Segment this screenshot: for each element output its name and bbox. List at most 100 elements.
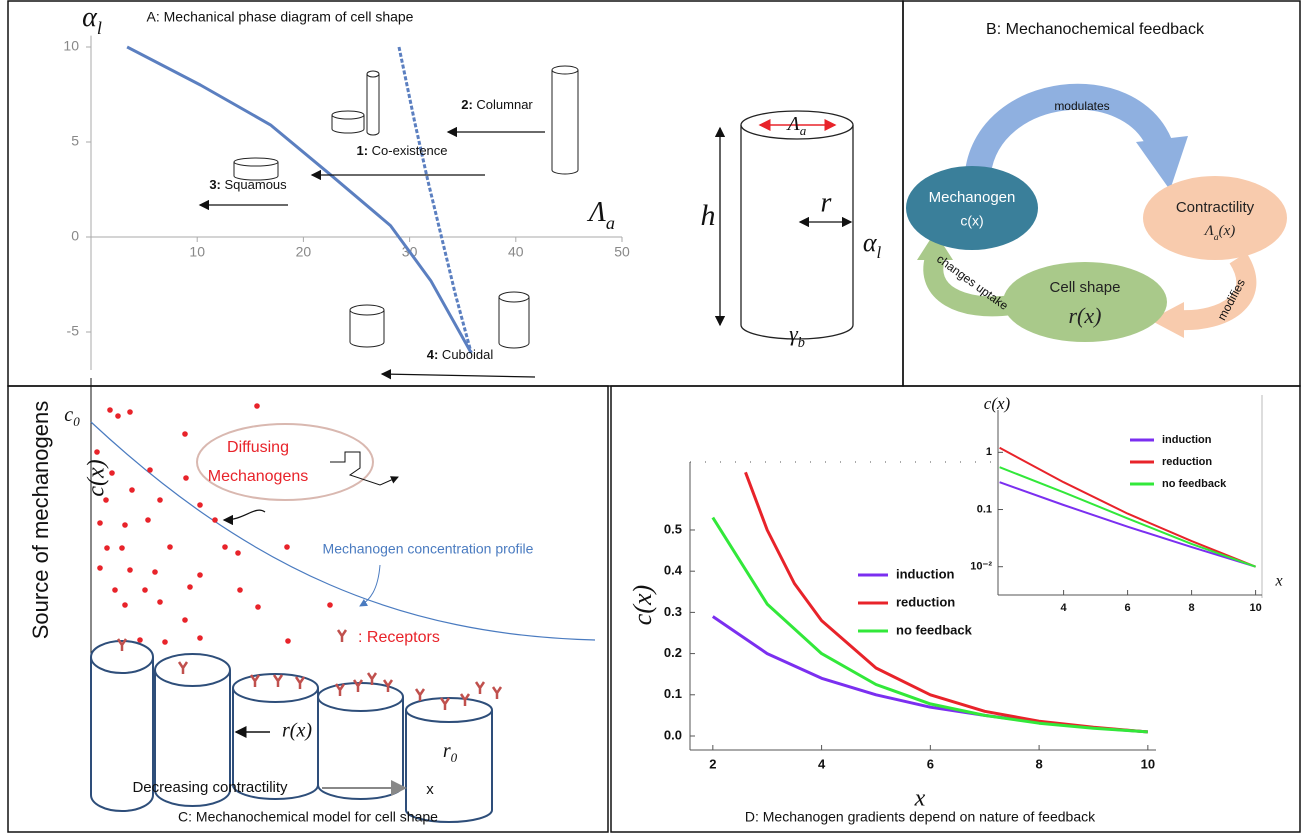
cell-icon (366, 74, 380, 136)
mechanogen-dot (145, 517, 151, 523)
x-tick-label: 8 (1189, 602, 1195, 614)
cell-schematic (740, 125, 854, 340)
receptor (439, 697, 451, 710)
text-part: γ (789, 321, 799, 346)
cell-icon (551, 70, 579, 175)
x-axis-label: x (914, 786, 926, 812)
phase-label: 2: Columnar (461, 97, 533, 112)
cell-icon-top (349, 304, 385, 316)
y-tick-label: 0.2 (664, 645, 682, 660)
text-part: l (97, 18, 102, 38)
text-part: Co-existence (368, 143, 447, 158)
mechanogen-dot (129, 487, 135, 493)
series-line (999, 466, 1256, 568)
cell-icon-top (366, 70, 380, 78)
feedback-arrow (923, 255, 1014, 317)
mechanogen-dot (107, 407, 113, 413)
text-part: b (798, 335, 805, 351)
y-axis-label: c(x) (984, 394, 1011, 413)
text-part: Columnar (473, 97, 534, 112)
cell-icon-top (498, 291, 530, 303)
transition-arrow (380, 368, 536, 380)
text-part: a (800, 123, 807, 138)
phase-label: 1: Co-existence (356, 143, 447, 158)
text-part: 4: (427, 347, 439, 362)
receptor (459, 693, 471, 706)
mechanogen-dot (197, 502, 203, 508)
feedback-node (1143, 176, 1287, 260)
x-tick-label: 10 (1141, 756, 1155, 771)
text-part: r (443, 740, 451, 762)
text-part: Squamous (221, 177, 287, 192)
mechanogen-dot (187, 584, 193, 590)
x-tick-label: 2 (709, 756, 716, 771)
mechanogen-dot (327, 602, 333, 608)
mechanogen-dot (119, 545, 125, 551)
legend-label: induction (896, 566, 955, 581)
x-tick-label: 20 (296, 244, 312, 260)
radius-label: r(x) (282, 720, 312, 742)
mechanogen-dot (142, 587, 148, 593)
mechanogen-dot (112, 587, 118, 593)
mechanogen-dot (235, 550, 241, 556)
schematic-label: Λa (786, 113, 807, 139)
feedback-node (906, 166, 1038, 250)
mechanogen-dot (237, 587, 243, 593)
text-part: c (64, 404, 73, 426)
mechanogen-dot (197, 635, 203, 641)
series-line (999, 446, 1256, 568)
legend-label: reduction (1162, 456, 1212, 468)
text-part: Cuboidal (438, 347, 493, 362)
pointer-arrow (359, 564, 381, 607)
receptor (294, 676, 306, 689)
series-line (126, 45, 473, 354)
receptor (334, 683, 346, 696)
panel-title: B: Mechanochemical feedback (986, 21, 1205, 38)
receptor (177, 661, 189, 674)
receptor (272, 674, 284, 687)
x-tick-label: 10 (1249, 602, 1261, 614)
receptor (336, 629, 348, 642)
cell (154, 670, 231, 807)
legend-label: induction (1162, 434, 1212, 446)
feedback-arrow (965, 83, 1173, 175)
feedback-arrowhead (917, 232, 953, 260)
inset-background (998, 410, 1262, 595)
mechanogen-dot (115, 413, 121, 419)
mechanogen-dot (285, 638, 291, 644)
x-tick-label: 4 (1061, 602, 1068, 614)
mechanogen-dot (122, 602, 128, 608)
concentration-profile (90, 421, 596, 641)
receptor (474, 681, 486, 694)
y-tick-label: 0.4 (664, 563, 683, 578)
pointer-arrow (222, 509, 266, 526)
receptor (249, 674, 261, 687)
y-tick-label: -5 (67, 323, 80, 339)
panel-c-border (7, 385, 609, 833)
legend-label: no feedback (896, 622, 973, 637)
cell-icon-top (233, 157, 279, 167)
receptor (491, 686, 503, 699)
text-part: a (606, 213, 615, 233)
text-part: 3: (209, 177, 221, 192)
mechanogen-dot (254, 403, 260, 409)
cell (317, 697, 404, 800)
y-tick-label: 1 (986, 446, 992, 458)
feedback-arrowhead (1136, 136, 1188, 190)
x-tick-label: 4 (818, 756, 826, 771)
node-sub: c(x) (960, 213, 983, 229)
receptor (382, 679, 394, 692)
x-axis-label: x (1274, 573, 1282, 590)
receptor (116, 638, 128, 651)
series-line (397, 46, 473, 354)
cell-icon-top (331, 110, 365, 120)
cell-top (405, 697, 493, 723)
phase-label: 3: Squamous (209, 177, 287, 192)
receptor-label: : Receptors (358, 629, 440, 646)
cell-top (90, 640, 154, 674)
text-part: (x) (1219, 223, 1236, 239)
mechanogen-dot (94, 449, 100, 455)
node-label: Contractility (1176, 199, 1255, 216)
feedback-arrow (1179, 252, 1257, 331)
c0-label: c0 (64, 404, 80, 430)
